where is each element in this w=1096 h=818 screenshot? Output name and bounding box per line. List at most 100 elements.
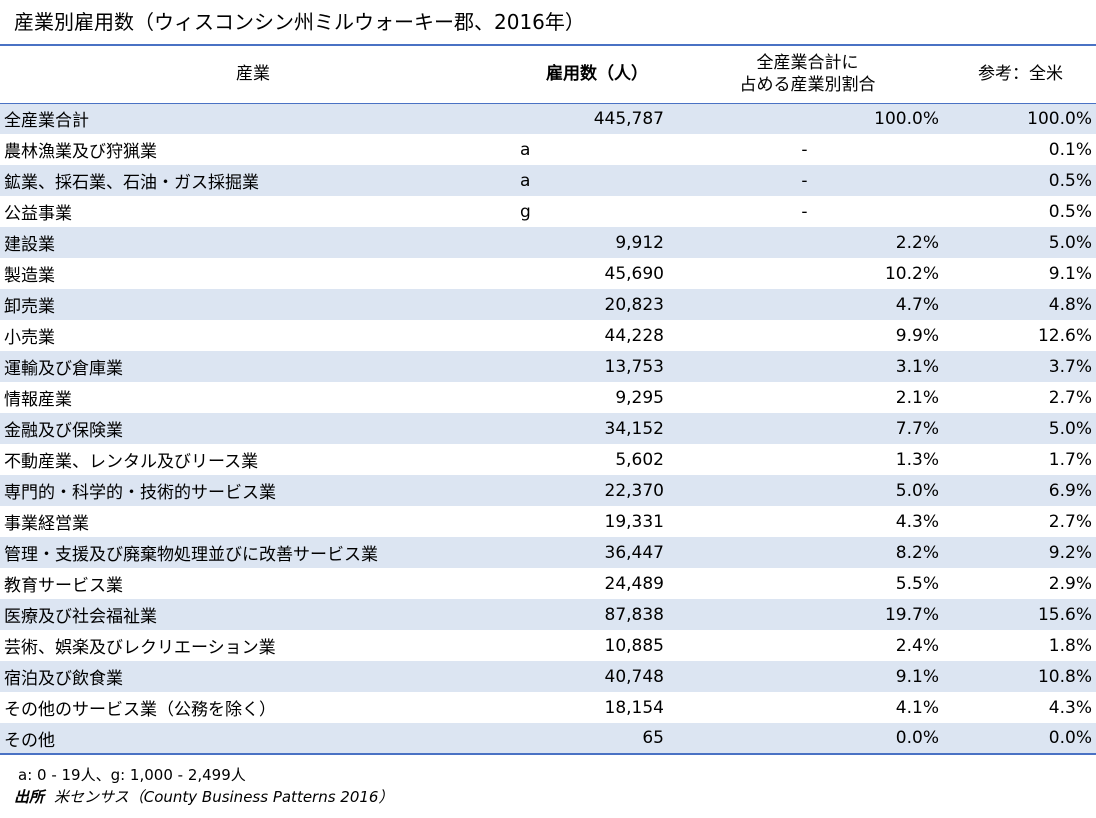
cell-share: -: [801, 170, 808, 191]
cell-us-share: 9.2%: [1048, 542, 1092, 563]
cell-share: 100.0%: [874, 108, 939, 129]
cell-employment-value: 9,295: [615, 387, 664, 408]
table-row: 医療及び社会福祉業 87,838 19.7% 15.6%: [0, 599, 1096, 630]
cell-employment-value: 22,370: [604, 480, 664, 501]
header-share-line1: 全産業合計に: [756, 53, 859, 74]
cell-employment-value: 34,152: [604, 418, 664, 439]
cell-employment-value: 9,912: [615, 232, 664, 253]
source-text: 米センサス（County Business Patterns 2016）: [54, 788, 394, 806]
cell-us-share: 0.5%: [1048, 201, 1092, 222]
table-row: 専門的・科学的・技術的サービス業 22,370 5.0% 6.9%: [0, 475, 1096, 506]
cell-industry: 宿泊及び飲食業: [4, 669, 123, 689]
cell-share: 4.3%: [895, 511, 939, 532]
cell-employment-value: 18,154: [604, 697, 664, 718]
cell-employment: 34,152: [510, 413, 670, 444]
cell-employment: 10,885: [510, 630, 670, 661]
cell-us-share: 4.3%: [1048, 697, 1092, 718]
cell-share: 4.7%: [895, 294, 939, 315]
cell-industry: 卸売業: [4, 297, 55, 317]
footnote: a: 0 - 19人、g: 1,000 - 2,499人: [18, 766, 246, 784]
table-row: 不動産業、レンタル及びリース業 5,602 1.3% 1.7%: [0, 444, 1096, 475]
cell-share: 9.9%: [895, 325, 939, 346]
cell-employment-value: 20,823: [604, 294, 664, 315]
table-row: 金融及び保険業 34,152 7.7% 5.0%: [0, 413, 1096, 444]
header-share-line2: 占める産業別割合: [739, 75, 876, 96]
table-row: 教育サービス業 24,489 5.5% 2.9%: [0, 568, 1096, 599]
cell-employment: 18,154: [510, 692, 670, 723]
cell-employment-value: 5,602: [615, 449, 664, 470]
cell-employment: 40,748: [510, 661, 670, 692]
cell-share: 0.0%: [895, 728, 939, 748]
cell-industry: 金融及び保険業: [4, 421, 123, 441]
cell-us-share: 10.8%: [1037, 666, 1092, 687]
cell-us-share: 12.6%: [1037, 325, 1092, 346]
employment-table: 産業 雇用数（人） 全産業合計に 占める産業別割合 参考：全米 全産業合計 445…: [0, 44, 1096, 755]
cell-employment: 5,602: [510, 444, 670, 475]
cell-employment: 9,295: [510, 382, 670, 413]
cell-industry: その他: [4, 730, 55, 751]
cell-employment-value: 445,787: [593, 108, 664, 129]
cell-us-share: 2.7%: [1048, 387, 1092, 408]
cell-employment: 20,823: [510, 289, 670, 320]
header-employment: 雇用数（人）: [510, 45, 670, 104]
cell-industry: 不動産業、レンタル及びリース業: [4, 452, 259, 472]
cell-employment: 45,690: [510, 258, 670, 289]
cell-employment-value: 65: [642, 728, 664, 748]
cell-employment-value: 10,885: [604, 635, 664, 656]
cell-share: 9.1%: [895, 666, 939, 687]
cell-us-share: 2.9%: [1048, 573, 1092, 594]
cell-employment: a: [510, 134, 670, 165]
cell-employment: 13,753: [510, 351, 670, 382]
cell-us-share: 3.7%: [1048, 356, 1092, 377]
table-row: 公益事業 g - 0.5%: [0, 196, 1096, 227]
cell-industry: その他のサービス業（公務を除く）: [4, 700, 276, 720]
cell-employment: g: [510, 196, 670, 227]
cell-industry: 専門的・科学的・技術的サービス業: [4, 483, 276, 503]
table-row: その他のサービス業（公務を除く） 18,154 4.1% 4.3%: [0, 692, 1096, 723]
cell-industry: 建設業: [4, 235, 55, 255]
cell-employment: 44,228: [510, 320, 670, 351]
cell-us-share: 1.8%: [1048, 635, 1092, 656]
table-row: 製造業 45,690 10.2% 9.1%: [0, 258, 1096, 289]
cell-share: 2.1%: [895, 387, 939, 408]
cell-us-share: 1.7%: [1048, 449, 1092, 470]
cell-us-share: 0.1%: [1048, 139, 1092, 160]
cell-employment: 87,838: [510, 599, 670, 630]
cell-industry: 事業経営業: [4, 514, 89, 534]
table-row: 鉱業、採石業、石油・ガス採掘業 a - 0.5%: [0, 165, 1096, 196]
cell-us-share: 2.7%: [1048, 511, 1092, 532]
cell-industry: 小売業: [4, 328, 55, 348]
table-row: 農林漁業及び狩猟業 a - 0.1%: [0, 134, 1096, 165]
cell-employment: 24,489: [510, 568, 670, 599]
source-note: 出所 米センサス（County Business Patterns 2016）: [14, 786, 393, 807]
table-row: 卸売業 20,823 4.7% 4.8%: [0, 289, 1096, 320]
table-row: 宿泊及び飲食業 40,748 9.1% 10.8%: [0, 661, 1096, 692]
cell-share: -: [801, 201, 808, 222]
cell-share: 4.1%: [895, 697, 939, 718]
cell-industry: 公益事業: [4, 204, 72, 224]
cell-share: 10.2%: [884, 263, 939, 284]
cell-note-code: a: [520, 171, 531, 191]
cell-employment-value: 45,690: [604, 263, 664, 284]
table-row: 事業経営業 19,331 4.3% 2.7%: [0, 506, 1096, 537]
cell-employment-value: 40,748: [604, 666, 664, 687]
header-industry: 産業: [0, 45, 510, 104]
cell-employment-value: 19,331: [604, 511, 664, 532]
source-label: 出所: [14, 788, 45, 806]
table-row: 建設業 9,912 2.2% 5.0%: [0, 227, 1096, 258]
header-share: 全産業合計に 占める産業別割合: [670, 45, 945, 104]
table-row: その他 65 0.0% 0.0%: [0, 723, 1096, 754]
cell-employment-value: 24,489: [604, 573, 664, 594]
table-row: 全産業合計 445,787 100.0% 100.0%: [0, 103, 1096, 134]
table-header-row: 産業 雇用数（人） 全産業合計に 占める産業別割合 参考：全米: [0, 45, 1096, 104]
cell-us-share: 15.6%: [1037, 604, 1092, 625]
table-row: 運輸及び倉庫業 13,753 3.1% 3.7%: [0, 351, 1096, 382]
cell-employment-value: 36,447: [604, 542, 664, 563]
cell-industry: 芸術、娯楽及びレクリエーション業: [4, 638, 276, 658]
cell-employment-value: 13,753: [604, 356, 664, 377]
cell-share: 5.5%: [895, 573, 939, 594]
cell-employment-value: 87,838: [604, 604, 664, 625]
cell-share: -: [801, 139, 808, 160]
cell-share: 2.4%: [895, 635, 939, 656]
cell-note-code: g: [520, 202, 531, 222]
